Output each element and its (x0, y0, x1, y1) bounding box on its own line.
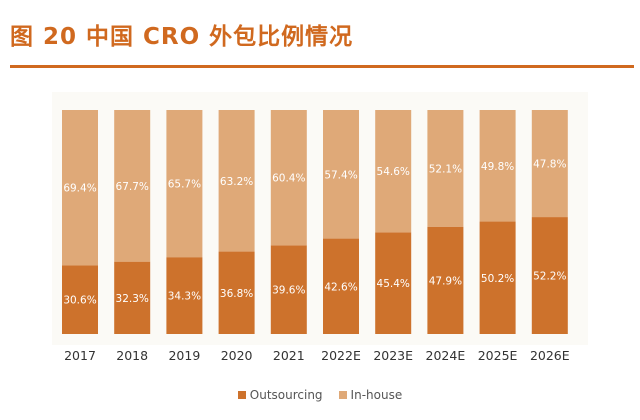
bar-inhouse-2025E (479, 110, 516, 222)
bar-outsourcing-2018 (114, 261, 151, 334)
x-tick-label-2023E: 2023E (373, 348, 413, 363)
bar-inhouse-2019 (166, 110, 203, 258)
bar-inhouse-2022E (323, 110, 359, 239)
legend-label-inhouse: In-house (350, 388, 403, 402)
bar-outsourcing-2020 (218, 251, 255, 334)
data-label-outsourcing-2017: 30.6% (63, 295, 96, 307)
data-label-inhouse-2025E: 49.8% (481, 161, 514, 173)
x-tick-label-2021: 2021 (273, 348, 305, 363)
bar-outsourcing-2017 (62, 265, 98, 334)
x-tick-label-2018: 2018 (116, 348, 148, 363)
title-divider (10, 65, 634, 68)
data-label-inhouse-2019: 65.7% (168, 179, 201, 191)
bar-inhouse-2018 (114, 110, 151, 262)
bar-outsourcing-2022E (323, 238, 359, 334)
bar-outsourcing-2024E (427, 226, 464, 334)
bar-outsourcing-2019 (166, 257, 203, 334)
data-label-inhouse-2020: 63.2% (220, 176, 253, 188)
data-label-outsourcing-2020: 36.8% (220, 288, 253, 300)
bar-inhouse-2021 (270, 110, 307, 246)
bar-outsourcing-2026E (531, 217, 568, 334)
data-label-outsourcing-2022E: 42.6% (324, 281, 357, 293)
legend: Outsourcing In-house (0, 388, 640, 402)
data-label-outsourcing-2019: 34.3% (168, 291, 201, 303)
bar-inhouse-2017 (62, 110, 98, 266)
bar-outsourcing-2025E (479, 221, 516, 334)
data-label-outsourcing-2026E: 52.2% (533, 271, 566, 283)
legend-swatch-outsourcing (237, 391, 246, 399)
data-label-inhouse-2024E: 52.1% (429, 163, 462, 175)
figure-title: 图 20 中国 CRO 外包比例情况 (10, 24, 354, 50)
data-label-inhouse-2023E: 54.6% (377, 166, 410, 178)
bar-inhouse-2024E (427, 110, 464, 227)
x-tick-label-2019: 2019 (168, 348, 200, 363)
bar-inhouse-2026E (531, 110, 568, 218)
bar-outsourcing-2023E (375, 232, 412, 334)
data-label-inhouse-2018: 67.7% (116, 181, 149, 193)
data-label-outsourcing-2021: 39.6% (272, 285, 305, 297)
data-label-outsourcing-2024E: 47.9% (429, 275, 462, 287)
x-tick-label-2022E: 2022E (321, 348, 361, 363)
x-tick-label-2025E: 2025E (478, 348, 518, 363)
legend-item-inhouse: In-house (338, 388, 403, 402)
x-tick-label-2024E: 2024E (426, 348, 466, 363)
data-label-inhouse-2026E: 47.8% (533, 159, 566, 171)
x-tick-label-2017: 2017 (64, 348, 96, 363)
data-label-outsourcing-2025E: 50.2% (481, 273, 514, 285)
data-label-outsourcing-2023E: 45.4% (377, 278, 410, 290)
bar-inhouse-2020 (218, 110, 255, 252)
x-tick-label-2026E: 2026E (530, 348, 570, 363)
bar-inhouse-2023E (375, 110, 412, 233)
legend-label-outsourcing: Outsourcing (249, 388, 323, 402)
bar-outsourcing-2021 (270, 245, 307, 334)
x-tick-label-2020: 2020 (221, 348, 253, 363)
data-label-inhouse-2017: 69.4% (63, 183, 96, 195)
data-label-inhouse-2022E: 57.4% (324, 169, 357, 181)
data-label-outsourcing-2018: 32.3% (116, 293, 149, 305)
legend-swatch-inhouse (338, 391, 347, 399)
legend-item-outsourcing: Outsourcing (237, 388, 323, 402)
data-label-inhouse-2021: 60.4% (272, 173, 305, 185)
